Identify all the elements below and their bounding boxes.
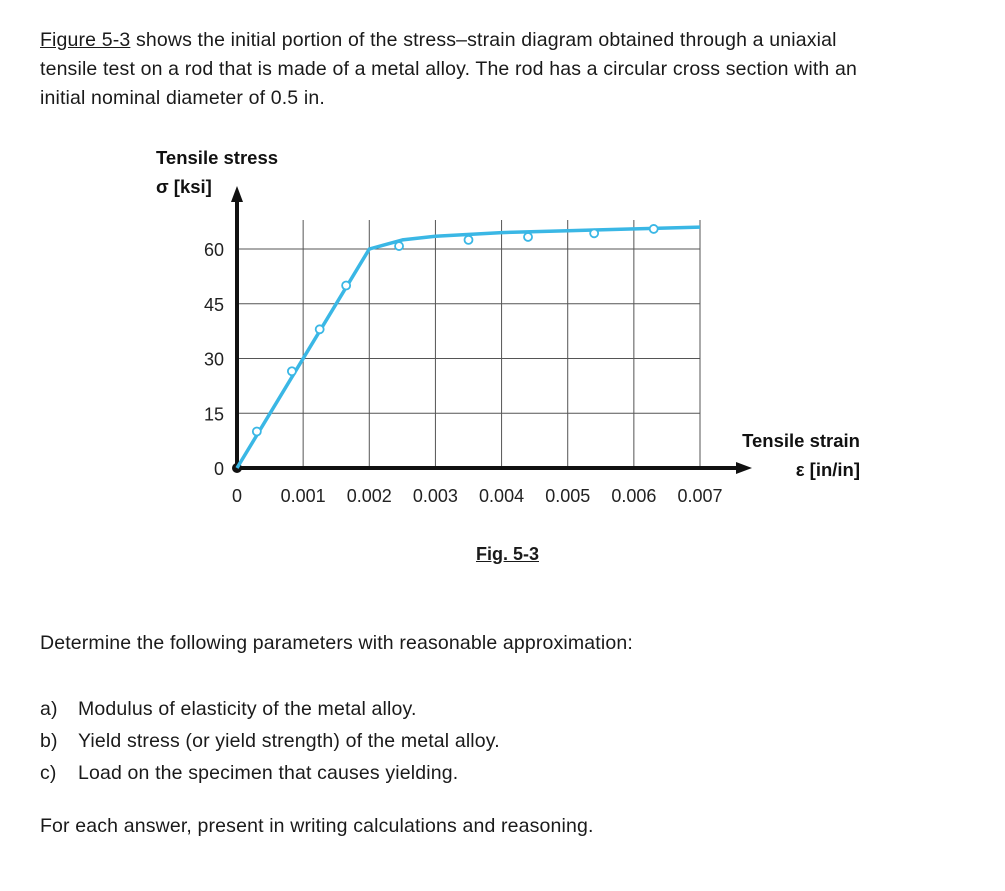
x-axis-arrow-icon [736,462,752,474]
x-tick-label: 0.004 [479,486,524,506]
x-axis-unit: ε [in/in] [796,459,860,480]
list-item: c) Load on the specimen that causes yield… [40,762,459,784]
figure-reference: Figure 5-3 [40,29,131,51]
list-item: a) Modulus of elasticity of the metal all… [40,698,417,720]
x-tick-label: 0.005 [545,486,590,506]
question-text: Determine the following parameters with … [40,632,633,654]
y-axis-title: Tensile stress [156,147,278,168]
data-point [648,224,659,234]
x-tick-label: 0 [232,486,242,506]
figure-caption: Fig. 5-3 [475,544,539,564]
intro-line-2: tensile test on a rod that is made of a … [40,58,857,80]
y-tick-label: 60 [204,240,224,260]
data-point [314,324,325,335]
y-tick-label: 45 [204,295,224,315]
problem-statement: Figure 5-3 shows the initial portion of … [40,26,990,113]
list-item: b) Yield stress (or yield strength) of th… [40,730,500,752]
data-point [394,241,404,251]
y-tick-label: 15 [204,404,224,424]
data-point [589,228,600,239]
y-axis-unit: σ [ksi] [156,176,212,197]
x-axis-title: Tensile strain [742,430,860,451]
data-point [251,426,262,437]
question-items: a) Modulus of elasticity of the metal all… [40,693,500,789]
data-point [286,366,297,377]
intro-line-1: Figure 5-3 shows the initial portion of … [40,29,837,51]
data-point [523,232,533,242]
y-axis-arrow-icon [231,186,243,202]
x-tick-label: 0.003 [413,486,458,506]
y-tick-label: 30 [204,350,224,370]
x-tick-label: 0.002 [347,486,392,506]
data-point [341,280,352,291]
x-tick-label: 0.006 [611,486,656,506]
data-point [463,234,474,245]
closing-text: For each answer, present in writing calc… [40,815,594,837]
y-tick-label: 0 [214,459,224,479]
origin-dot [232,463,242,473]
intro-line-3: initial nominal diameter of 0.5 in. [40,87,325,109]
stress-strain-curve [235,225,701,469]
x-tick-label: 0.001 [281,486,326,506]
x-tick-label: 0.007 [677,486,722,506]
